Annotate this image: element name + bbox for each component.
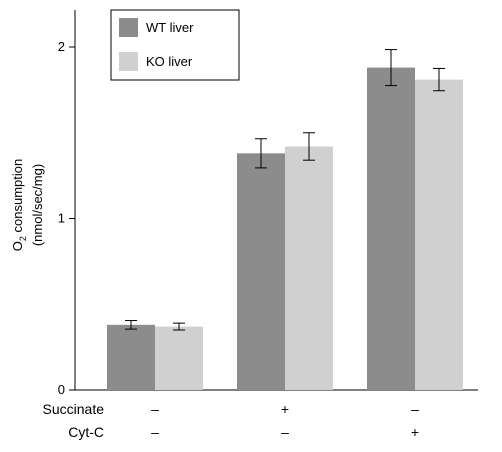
condition-value: –: [411, 401, 419, 417]
y-tick-label: 0: [58, 382, 65, 397]
y-tick-label: 2: [58, 39, 65, 54]
y-ticks: 0 1 2: [58, 39, 75, 397]
bar-wt-group-2: [237, 153, 285, 390]
legend-label-wt: WT liver: [146, 20, 194, 35]
condition-table: Succinate – + – Cyt-C – – +: [43, 401, 420, 440]
bar-ko-group-1: [155, 326, 203, 390]
y-axis-title-line1: O2 consumption: [10, 159, 28, 251]
error-bars: [125, 49, 445, 331]
condition-value: –: [151, 424, 159, 440]
legend-swatch-ko: [119, 52, 138, 71]
legend: WT liver KO liver: [110, 9, 240, 81]
bar-ko-group-3: [415, 79, 463, 391]
bar-ko-group-2: [285, 146, 333, 390]
condition-value: +: [281, 401, 289, 417]
legend-swatch-wt: [119, 18, 138, 37]
condition-label-cyt-c: Cyt-C: [68, 424, 104, 440]
y-tick-label: 1: [58, 211, 65, 226]
legend-label-ko: KO liver: [146, 54, 193, 69]
condition-value: +: [411, 424, 419, 440]
bars: [107, 67, 463, 391]
condition-value: –: [281, 424, 289, 440]
bar-wt-group-1: [107, 324, 155, 390]
bar-wt-group-3: [367, 67, 415, 390]
condition-value: –: [151, 401, 159, 417]
condition-label-succinate: Succinate: [43, 401, 105, 417]
y-axis-title-line2: (nmol/sec/mg): [30, 164, 45, 246]
